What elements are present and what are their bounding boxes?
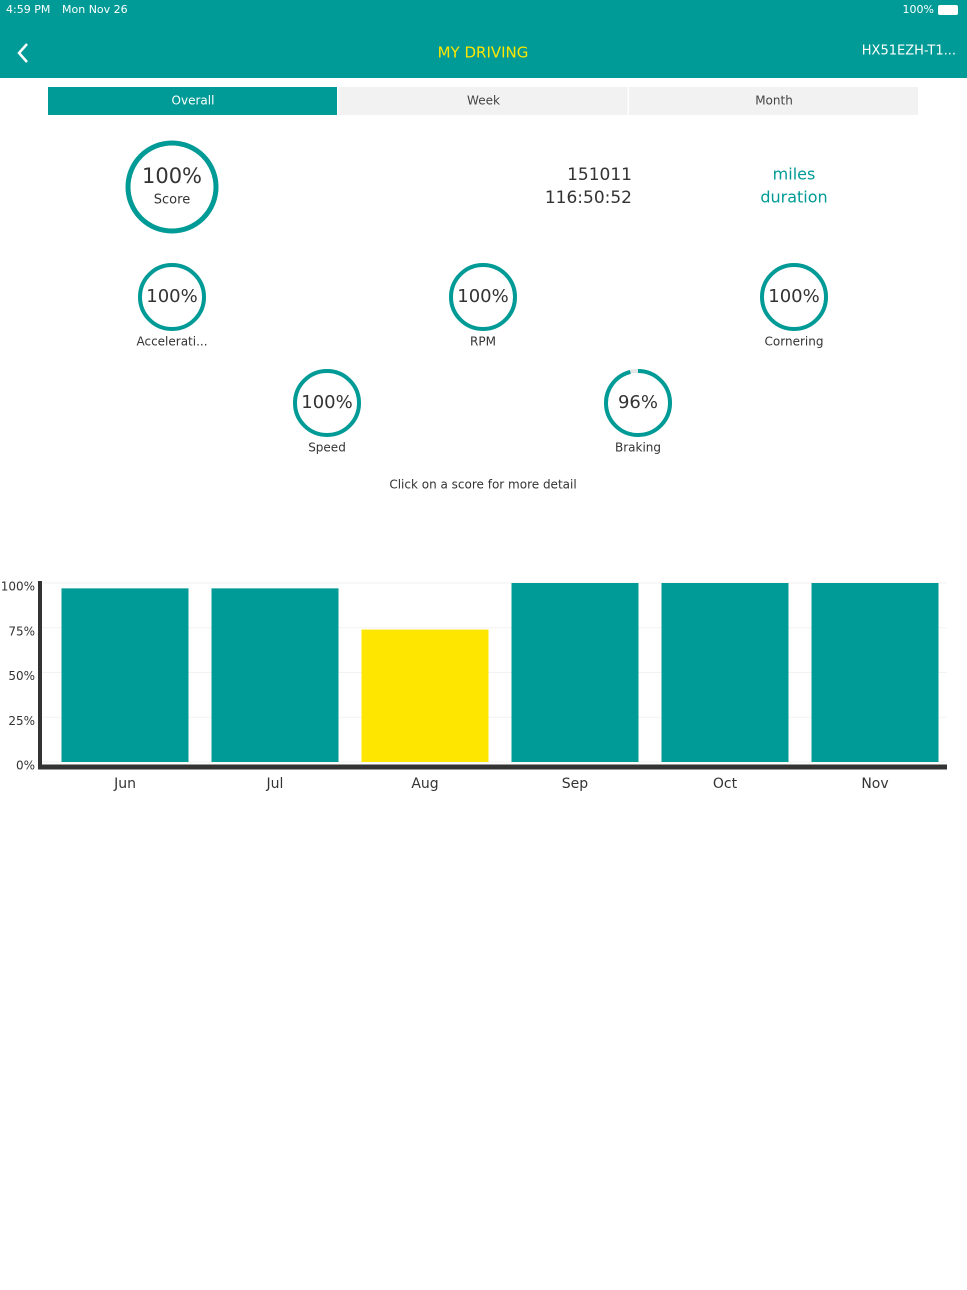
gauge-ring[interactable] [449,263,517,331]
y-tick-label: 50% [8,669,35,683]
status-time: 4:59 PM [6,3,50,16]
x-tick-label: Sep [562,776,589,792]
bar[interactable] [61,588,189,762]
gauge-label[interactable]: Accelerati... [136,335,207,349]
y-tick-label: 100% [1,580,35,594]
header-title: MY DRIVING [438,44,529,62]
x-tick-label: Jun [113,776,136,792]
gauge-label[interactable]: Braking [615,441,661,455]
bar[interactable] [511,583,639,762]
status-date: Mon Nov 26 [62,3,128,16]
gauge-label[interactable]: Cornering [765,335,824,349]
bar[interactable] [811,583,939,762]
battery-icon [938,5,958,15]
distance-unit: miles [773,165,816,184]
gauge-ring[interactable] [125,140,219,234]
gauge-label[interactable]: Score [154,193,190,208]
vehicle-id[interactable]: HX51EZH-T1... [862,44,956,59]
x-tick-label: Oct [713,776,738,792]
tab[interactable] [48,87,337,115]
gauge-ring[interactable] [138,263,206,331]
bar[interactable] [661,583,789,762]
back-button[interactable] [17,43,28,63]
y-tick-label: 25% [8,714,35,728]
gauge-value[interactable]: 96% [618,392,658,413]
x-tick-label: Nov [861,776,888,792]
status-battery: 100% [903,3,934,16]
tab-label[interactable]: Week [467,94,500,108]
distance: 151011 [567,165,632,185]
gauge-value[interactable]: 100% [301,392,352,413]
tab[interactable] [629,87,918,115]
gauge-value[interactable]: 100% [457,286,508,307]
gauge-value[interactable]: 100% [142,164,202,188]
y-tick-label: 75% [8,624,35,638]
y-tick-label: 0% [16,759,35,773]
header-bar [0,0,967,78]
gauge-value[interactable]: 100% [146,286,197,307]
x-tick-label: Jul [266,776,284,792]
gauge-label[interactable]: Speed [308,441,346,455]
duration-unit: duration [760,188,827,207]
bar[interactable] [361,629,489,762]
gauge-ring[interactable] [604,369,672,437]
gauge-label[interactable]: RPM [470,335,496,349]
tab-label[interactable]: Overall [172,94,215,108]
duration: 116:50:52 [545,188,632,208]
gauge-ring[interactable] [760,263,828,331]
hint: Click on a score for more detail [389,478,576,492]
gauge-value[interactable]: 100% [768,286,819,307]
tab-label[interactable]: Month [755,94,793,108]
tab[interactable] [338,87,628,115]
x-tick-label: Aug [411,776,438,792]
gauge-ring[interactable] [293,369,361,437]
bar[interactable] [211,588,339,762]
